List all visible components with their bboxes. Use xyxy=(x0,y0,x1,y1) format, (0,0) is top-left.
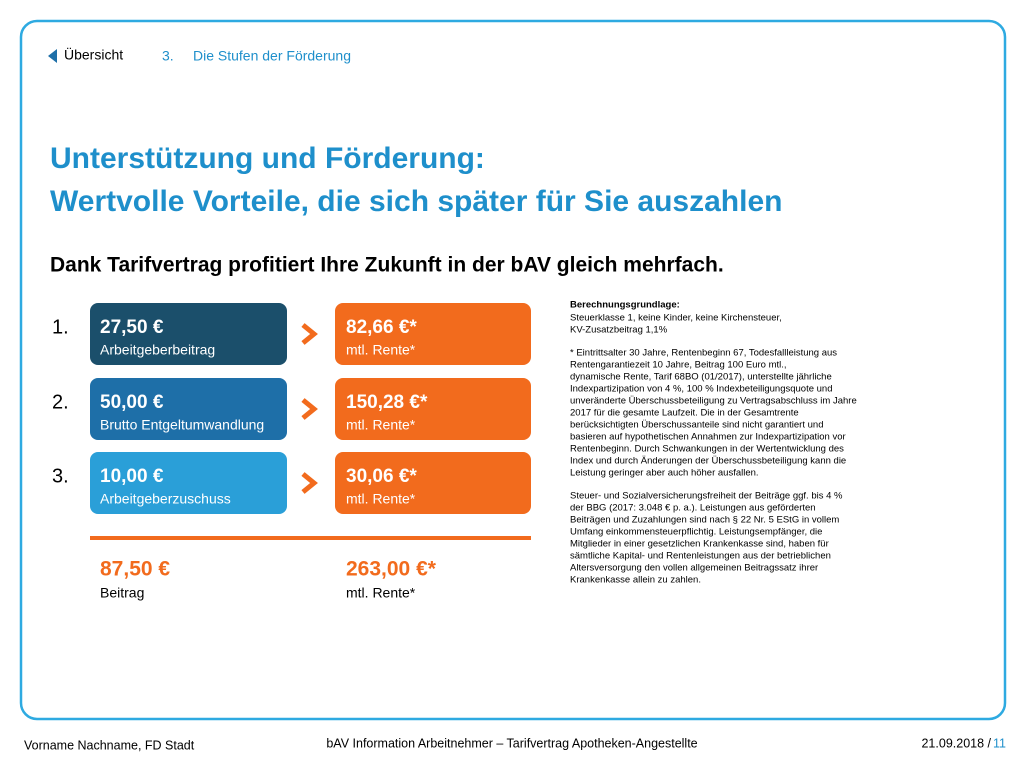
total-contribution: 87,50 € xyxy=(100,558,170,581)
contribution: 10,00 € xyxy=(100,466,164,487)
contribution-box xyxy=(90,452,287,514)
pension-box xyxy=(335,452,531,514)
note-line: sämtliche Kapital- und Rentenleistungen … xyxy=(570,551,831,562)
note-line: Indexpartizipation von 4 %, 100 % Indexb… xyxy=(570,384,833,395)
contribution: 50,00 € xyxy=(100,392,164,413)
note-line: der BBG (2017: 3.048 € p. a.). Leistunge… xyxy=(570,503,816,514)
title-line: Wertvolle Vorteile, die sich später für … xyxy=(50,185,782,218)
pension-label: mtl. Rente* xyxy=(346,417,416,433)
note-line: Steuerklasse 1, keine Kinder, keine Kirc… xyxy=(570,313,782,324)
frame xyxy=(19,19,1007,721)
note-line: Beiträgen und Zuzahlungen sind nach § 22… xyxy=(570,515,839,526)
pension: 82,66 €* xyxy=(346,317,417,338)
pension-label: mtl. Rente* xyxy=(346,342,416,358)
total-contribution-label: Beitrag xyxy=(100,585,144,601)
note-line: Leistung geringer aber auch höher ausfal… xyxy=(570,468,759,479)
footer-document: bAV Information Arbeitnehmer – Tarifvert… xyxy=(326,736,697,750)
pension-box xyxy=(335,303,531,365)
footer-date: 21.09.2018 / xyxy=(921,736,991,750)
footer-page: 11 xyxy=(993,736,1006,750)
back-icon[interactable] xyxy=(48,49,57,63)
contribution: 27,50 € xyxy=(100,317,164,338)
note-line: Steuer- und Sozialversicherungsfreiheit … xyxy=(570,491,843,502)
pension: 150,28 €* xyxy=(346,392,428,413)
note-line: 2017 für die gesamte Laufzeit. Die in de… xyxy=(570,408,799,419)
row-number: 3. xyxy=(52,465,69,487)
note-line: Altersversorgung den vollen allgemeinen … xyxy=(570,563,818,574)
pension-box xyxy=(335,378,531,440)
nav-section-number: 3. xyxy=(162,48,174,64)
pension: 30,06 €* xyxy=(346,466,417,487)
title-line: Unterstützung und Förderung: xyxy=(50,142,485,175)
nav-section[interactable]: Die Stufen der Förderung xyxy=(193,48,351,64)
note-line: dynamische Rente, Tarif 68BO (01/2017), … xyxy=(570,372,832,383)
notes-heading: Berechnungsgrundlage: xyxy=(570,300,680,311)
contribution-label: Arbeitgeberzuschuss xyxy=(100,491,231,507)
arrow xyxy=(301,472,318,494)
pension-label: mtl. Rente* xyxy=(346,491,416,507)
note-line: Rentenbeginn. Durch Schwankungen in der … xyxy=(570,444,844,455)
note-line: Rentengarantiezeit 10 Jahre, Beitrag 100… xyxy=(570,360,787,371)
subtitle: Dank Tarifvertrag profitiert Ihre Zukunf… xyxy=(50,254,724,277)
note-line: Umfang einkommensteuerpflichtig. Leistun… xyxy=(570,527,822,538)
contribution-box xyxy=(90,378,287,440)
note-line: Index und durch Änderungen der Überschus… xyxy=(570,456,846,467)
contribution-label: Brutto Entgeltumwandlung xyxy=(100,417,264,433)
note-line: * Eintrittsalter 30 Jahre, Rentenbeginn … xyxy=(570,348,837,359)
note-line: Mitglieder in einer gesetzlichen Kranken… xyxy=(570,539,829,550)
note-line: KV-Zusatzbeitrag 1,1% xyxy=(570,325,668,336)
arrow xyxy=(301,398,318,420)
arrow xyxy=(301,323,318,345)
note-line: basieren auf hypothetischen Annahmen zur… xyxy=(570,432,846,443)
contribution-box xyxy=(90,303,287,365)
row-number: 2. xyxy=(52,391,69,413)
nav-back[interactable]: Übersicht xyxy=(64,46,123,63)
note-line: berücksichtigten Überschussanteile sind … xyxy=(570,420,823,431)
sum-line xyxy=(90,536,531,540)
note-line: Krankenkasse allein zu zahlen. xyxy=(570,575,701,586)
row-number: 1. xyxy=(52,316,69,338)
contribution-label: Arbeitgeberbeitrag xyxy=(100,342,215,358)
total-pension: 263,00 €* xyxy=(346,558,437,581)
note-line: unveränderte Überschussbeteiligung zu Ve… xyxy=(570,396,857,407)
footer-author: Vorname Nachname, FD Stadt xyxy=(24,738,195,752)
total-pension-label: mtl. Rente* xyxy=(346,585,416,601)
